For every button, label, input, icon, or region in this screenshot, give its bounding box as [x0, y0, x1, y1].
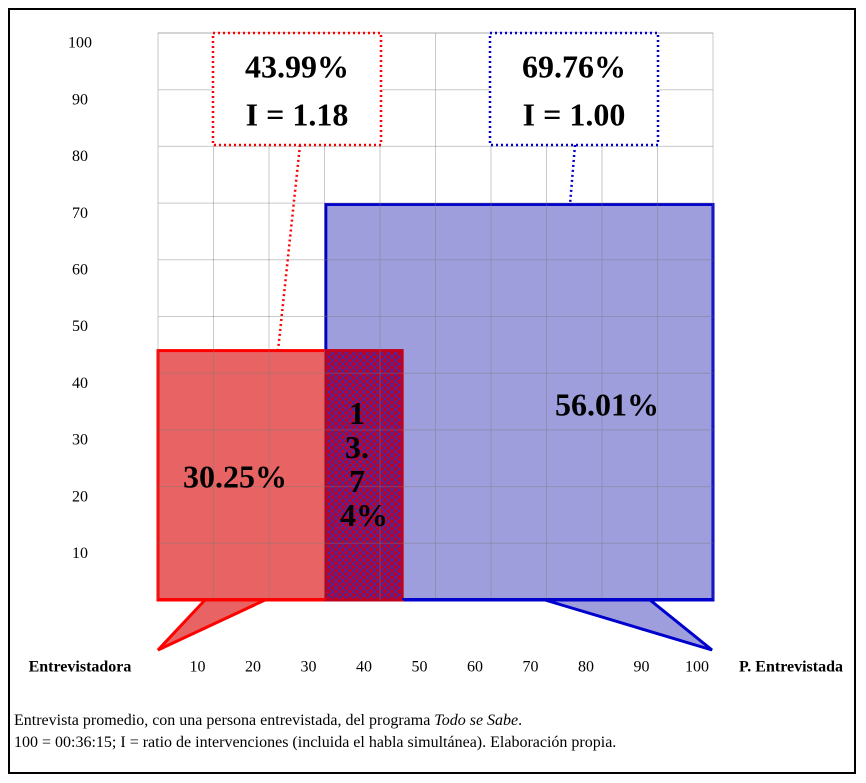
caption-italic: Todo se Sabe	[434, 712, 519, 729]
callout-index: I = 1.18	[246, 96, 349, 132]
tail	[544, 598, 713, 652]
caption: Entrevista promedio, con una persona ent…	[14, 710, 616, 754]
callout-index: I = 1.00	[523, 96, 626, 132]
y-tick-label: 60	[72, 261, 88, 278]
y-tick-label: 40	[72, 375, 88, 392]
leader-line	[568, 144, 577, 205]
overlap-label: 13.74%	[340, 395, 388, 533]
x-tick-label: 90	[634, 659, 650, 676]
y-tick-label: 10	[72, 545, 88, 562]
y-tick-label: 20	[72, 488, 88, 505]
x-axis-label: Entrevistadora	[29, 659, 132, 676]
y-tick-label: 100	[68, 35, 92, 52]
y-tick-label: 90	[72, 91, 88, 108]
own-region	[158, 598, 326, 600]
x-tick-label: 20	[245, 659, 261, 676]
y-tick-label: 80	[72, 148, 88, 165]
x-tick-label: 100	[685, 659, 709, 676]
caption-text: 100 = 00:36:15; I = ratio de intervencio…	[14, 734, 617, 751]
caption-text: .	[518, 712, 523, 729]
y-tick-label: 70	[72, 205, 88, 222]
caption-text: Entrevista promedio, con una persona ent…	[14, 712, 435, 729]
x-tick-label: 80	[578, 659, 594, 676]
region-label: 56.01%	[555, 386, 659, 422]
region-label: 30.25%	[183, 458, 287, 494]
callout-box	[211, 31, 383, 147]
x-tick-label: 40	[356, 659, 372, 676]
x-tick-label: 60	[467, 659, 483, 676]
own-region	[402, 598, 713, 600]
tail	[156, 598, 266, 652]
callout-value: 43.99%	[245, 48, 349, 84]
x-tick-label: 30	[301, 659, 317, 676]
callout-value: 69.76%	[522, 48, 626, 84]
leader-line	[276, 144, 302, 351]
callout-box	[488, 31, 660, 147]
y-tick-label: 30	[72, 432, 88, 449]
x-tick-label: 70	[523, 659, 539, 676]
x-tick-label: 50	[412, 659, 428, 676]
overlap-box	[324, 349, 404, 602]
x-axis-label: P. Entrevistada	[739, 659, 843, 676]
y-tick-label: 50	[72, 318, 88, 335]
frame	[8, 8, 856, 774]
x-tick-label: 10	[190, 659, 206, 676]
